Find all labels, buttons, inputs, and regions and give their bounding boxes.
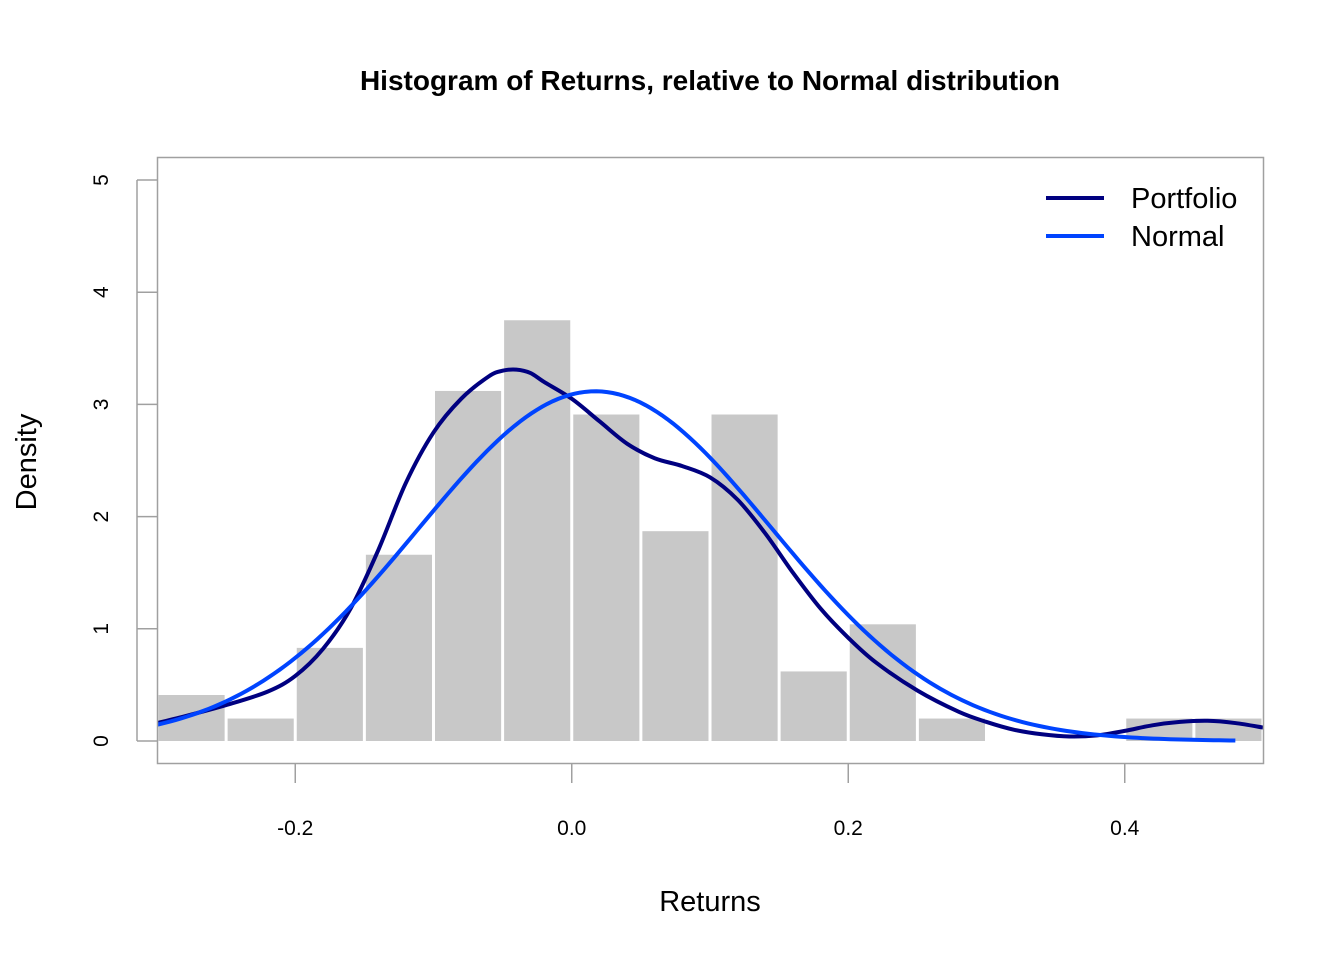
x-tick-label: 0.0 (557, 817, 586, 840)
histogram-bar (365, 554, 432, 741)
y-tick-label: 2 (90, 511, 113, 523)
normal-density-line (157, 389, 1236, 743)
histogram-bar (780, 671, 847, 741)
histogram-bar (296, 647, 363, 741)
x-axis-label: Returns (659, 886, 761, 918)
histogram-bar (573, 414, 640, 741)
y-axis: 0 1 2 3 4 5 (90, 174, 157, 747)
x-tick-label: 0.2 (834, 817, 863, 840)
x-tick-label: 0.4 (1110, 817, 1140, 840)
y-tick-label: 0 (90, 735, 113, 747)
y-tick-label: 4 (90, 286, 113, 298)
x-tick-label: -0.2 (277, 817, 313, 840)
portfolio-density-line (157, 367, 1263, 739)
y-tick-label: 3 (90, 399, 113, 411)
plot-frame (156, 156, 1265, 765)
histogram-bar (158, 694, 225, 741)
histogram-bar (711, 414, 778, 741)
chart-title: Histogram of Returns, relative to Normal… (360, 65, 1060, 96)
histogram-bar (227, 718, 294, 741)
histogram-bar (435, 390, 502, 741)
legend-label-portfolio: Portfolio (1131, 183, 1237, 215)
histogram-bar (504, 320, 571, 741)
legend: Portfolio Normal (1046, 183, 1237, 253)
histogram-bar (918, 718, 985, 741)
legend-label-normal: Normal (1131, 221, 1224, 253)
x-axis: -0.2 0.0 0.2 0.4 (277, 763, 1140, 840)
density-curves (157, 367, 1263, 743)
histogram-bar (642, 531, 709, 741)
y-tick-label: 1 (90, 623, 113, 635)
y-axis-label: Density (11, 413, 43, 510)
y-tick-label: 5 (90, 174, 113, 186)
